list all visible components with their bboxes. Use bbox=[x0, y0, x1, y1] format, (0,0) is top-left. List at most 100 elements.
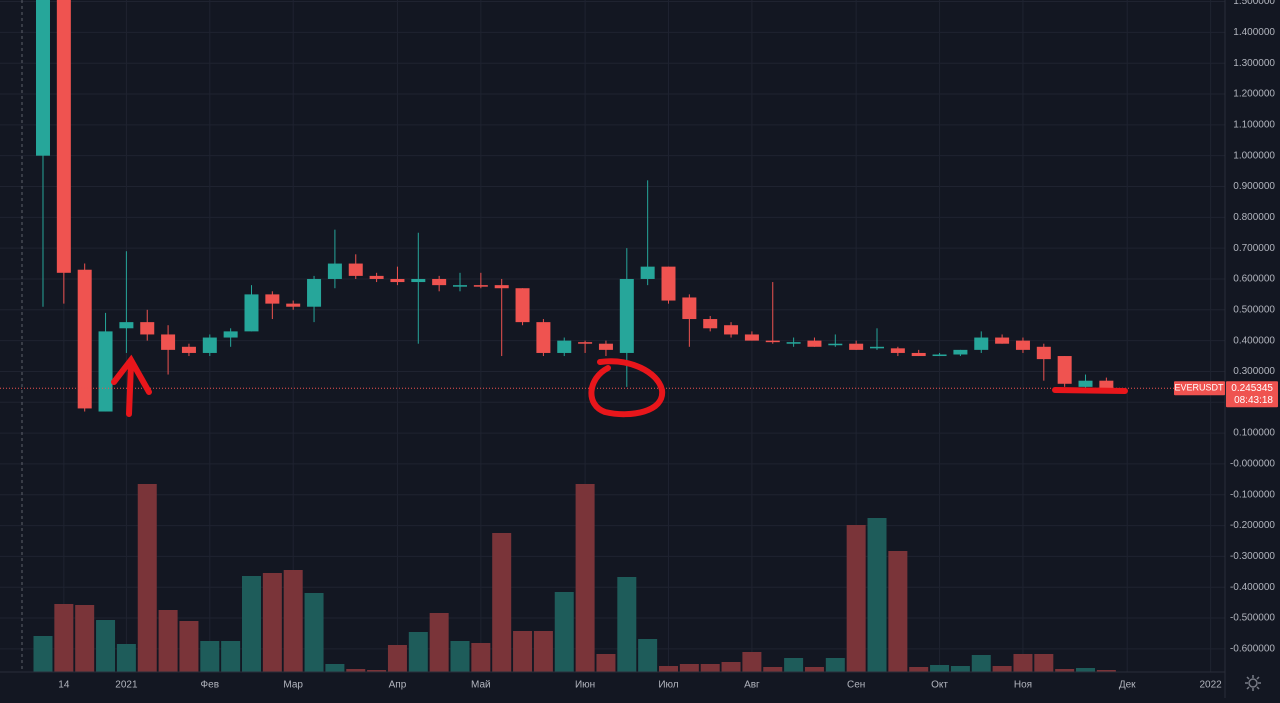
candle-body bbox=[327, 263, 342, 279]
volume-bar bbox=[742, 652, 762, 672]
volume-bar bbox=[450, 641, 470, 672]
candle-body bbox=[494, 285, 509, 289]
volume-bar bbox=[825, 658, 845, 672]
volume-pane bbox=[33, 484, 1116, 672]
volume-bar bbox=[513, 631, 533, 672]
symbol-tag bbox=[1174, 381, 1225, 396]
candle-body bbox=[1015, 340, 1030, 350]
candle-body bbox=[1078, 380, 1093, 387]
y-tick-label: -0.300000 bbox=[1230, 551, 1275, 562]
volume-bar bbox=[408, 632, 428, 672]
y-tick-label: 1.500000 bbox=[1233, 0, 1275, 7]
candle-body bbox=[849, 343, 864, 350]
candle-body bbox=[432, 278, 447, 286]
volume-bar bbox=[221, 641, 241, 672]
candle-body bbox=[640, 266, 655, 279]
volume-bar bbox=[387, 645, 407, 672]
settings-teeth[interactable] bbox=[1245, 675, 1261, 691]
volume-bar bbox=[950, 666, 970, 672]
y-tick-label: -0.500000 bbox=[1230, 613, 1275, 624]
volume-bar bbox=[367, 670, 387, 672]
volume-bar bbox=[909, 667, 929, 672]
candle-body bbox=[1099, 380, 1114, 389]
volume-bar bbox=[200, 641, 220, 672]
volume-bar bbox=[1096, 670, 1116, 672]
candle-body bbox=[870, 346, 885, 349]
candle-body bbox=[682, 297, 697, 320]
x-tick-label: 2022 bbox=[1199, 680, 1222, 691]
underline-annotation bbox=[1052, 387, 1128, 394]
candle-body bbox=[140, 322, 155, 335]
candle-body bbox=[661, 266, 676, 301]
y-tick-label: 1.100000 bbox=[1233, 119, 1275, 130]
volume-bar bbox=[867, 518, 887, 672]
volume-bar bbox=[554, 592, 574, 672]
candle-body bbox=[744, 334, 759, 341]
volume-bar bbox=[784, 658, 804, 672]
candle-body bbox=[223, 331, 238, 338]
volume-bar bbox=[158, 610, 178, 672]
countdown-label: 08:43:18 bbox=[1234, 395, 1273, 406]
candle-body bbox=[557, 340, 572, 353]
volume-bar bbox=[679, 664, 699, 672]
symbol-label: EVERUSDT bbox=[1174, 383, 1224, 393]
volume-bar bbox=[1013, 654, 1033, 672]
settings-icon[interactable] bbox=[1245, 675, 1261, 691]
x-tick-label: Мар bbox=[283, 680, 303, 691]
x-tick-label: Окт bbox=[931, 680, 948, 691]
y-tick-label: 1.300000 bbox=[1233, 58, 1275, 69]
settings-gear[interactable] bbox=[1248, 678, 1258, 688]
volume-bar bbox=[846, 525, 866, 672]
volume-bar bbox=[471, 643, 491, 672]
volume-bar bbox=[763, 667, 783, 672]
volume-bar bbox=[575, 484, 595, 672]
candle-body bbox=[932, 354, 947, 357]
volume-bar bbox=[638, 639, 658, 672]
volume-bar bbox=[325, 664, 345, 672]
candle-body bbox=[202, 337, 217, 353]
volume-bar bbox=[533, 631, 553, 672]
volume-bar bbox=[888, 551, 908, 672]
x-tick-label: Апр bbox=[389, 680, 407, 691]
y-tick-label: 1.200000 bbox=[1233, 89, 1275, 100]
candle-body bbox=[411, 278, 426, 283]
candle-body bbox=[56, 0, 71, 273]
candle-body bbox=[390, 278, 405, 283]
candle-body bbox=[181, 346, 196, 353]
volume-bar bbox=[137, 484, 157, 672]
candle-body bbox=[995, 337, 1010, 344]
volume-bar bbox=[1034, 654, 1054, 672]
volume-bar bbox=[1055, 669, 1075, 672]
candle-body bbox=[578, 342, 593, 344]
candle-body bbox=[598, 343, 613, 350]
candle-body bbox=[369, 275, 384, 279]
y-tick-label: 1.000000 bbox=[1233, 150, 1275, 161]
volume-bar bbox=[971, 655, 991, 672]
volume-bar bbox=[304, 593, 324, 672]
volume-bar bbox=[283, 570, 303, 672]
y-tick-label: 0.500000 bbox=[1233, 304, 1275, 315]
y-tick-label: -0.000000 bbox=[1230, 459, 1275, 470]
y-tick-label: -0.600000 bbox=[1230, 644, 1275, 655]
y-tick-label: 0.300000 bbox=[1233, 366, 1275, 377]
axes: 1.500000 1.400000 1.300000 1.200000 1.100000… bbox=[58, 0, 1275, 691]
volume-bar bbox=[992, 666, 1012, 672]
x-tick-label: Дек bbox=[1119, 680, 1136, 691]
y-tick-label: 0.400000 bbox=[1233, 335, 1275, 346]
volume-bar bbox=[241, 576, 261, 672]
candle-body bbox=[974, 337, 989, 350]
candle-body bbox=[703, 319, 718, 329]
volume-bar bbox=[96, 620, 116, 672]
candle-body bbox=[536, 322, 551, 353]
candle-body bbox=[807, 340, 822, 347]
y-tick-label: 0.100000 bbox=[1233, 428, 1275, 439]
y-tick-label: -0.200000 bbox=[1230, 520, 1275, 531]
volume-bar bbox=[262, 573, 282, 672]
candle-body bbox=[286, 303, 301, 307]
candle-body bbox=[348, 263, 363, 276]
y-tick-label: 1.400000 bbox=[1233, 27, 1275, 38]
volume-bar bbox=[75, 605, 95, 672]
volume-bar bbox=[54, 604, 74, 672]
candle-body bbox=[953, 349, 968, 355]
